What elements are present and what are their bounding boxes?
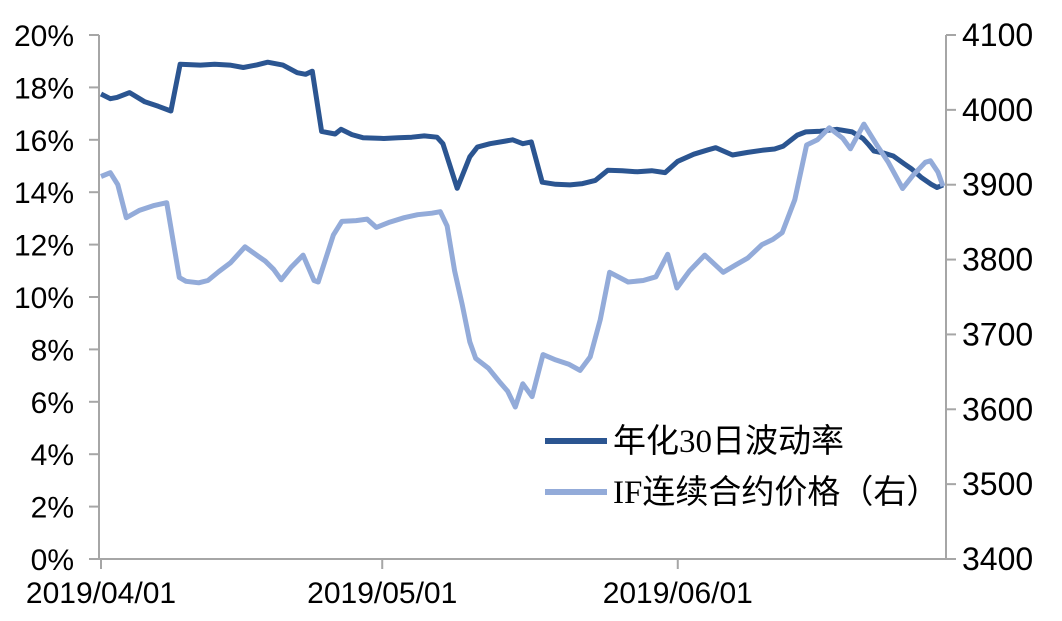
if-price-line: [100, 121, 946, 410]
series-layer: [99, 59, 946, 410]
y-right-tick-label: 3700: [962, 316, 1033, 352]
y-left-tick-label: 14%: [14, 177, 74, 210]
x-axis-tick-label: 2019/05/01: [307, 577, 457, 610]
y-right-tick-label: 4100: [962, 17, 1033, 53]
y-left-tick-label: 16%: [14, 125, 74, 158]
x-axis-tick-label: 2019/06/01: [603, 577, 753, 610]
y-right-tick-label: 3500: [962, 466, 1033, 502]
y-right-tick-label: 3800: [962, 242, 1033, 278]
y-right-tick-label: 3400: [962, 541, 1033, 577]
y-left-tick-label: 10%: [14, 282, 74, 315]
y-left-tick-label: 12%: [14, 230, 74, 263]
legend-label-volatility: 年化30日波动率: [613, 423, 844, 460]
legend: 年化30日波动率 IF连续合约价格（右）: [545, 423, 939, 511]
tick-layer: 20% 18% 16% 14% 12% 10% 8% 6% 4% 2% 0% 4100 4000 3900…: [14, 17, 1033, 610]
volatility-line: [99, 59, 945, 191]
y-right-tick-label: 3600: [962, 391, 1033, 427]
y-left-tick-label: 20%: [14, 20, 74, 53]
y-right-tick-label: 3900: [962, 167, 1033, 203]
y-left-tick-label: 4%: [31, 439, 74, 472]
y-left-tick-label: 0%: [31, 544, 74, 577]
y-left-tick-label: 18%: [14, 72, 74, 105]
y-left-tick-label: 2%: [31, 492, 74, 525]
x-axis-tick-label: 2019/04/01: [26, 577, 176, 610]
y-right-tick-label: 4000: [962, 92, 1033, 128]
y-left-tick-label: 6%: [31, 387, 74, 420]
y-left-tick-label: 8%: [31, 334, 74, 367]
legend-label-if-price: IF连续合约价格（右）: [613, 474, 939, 511]
